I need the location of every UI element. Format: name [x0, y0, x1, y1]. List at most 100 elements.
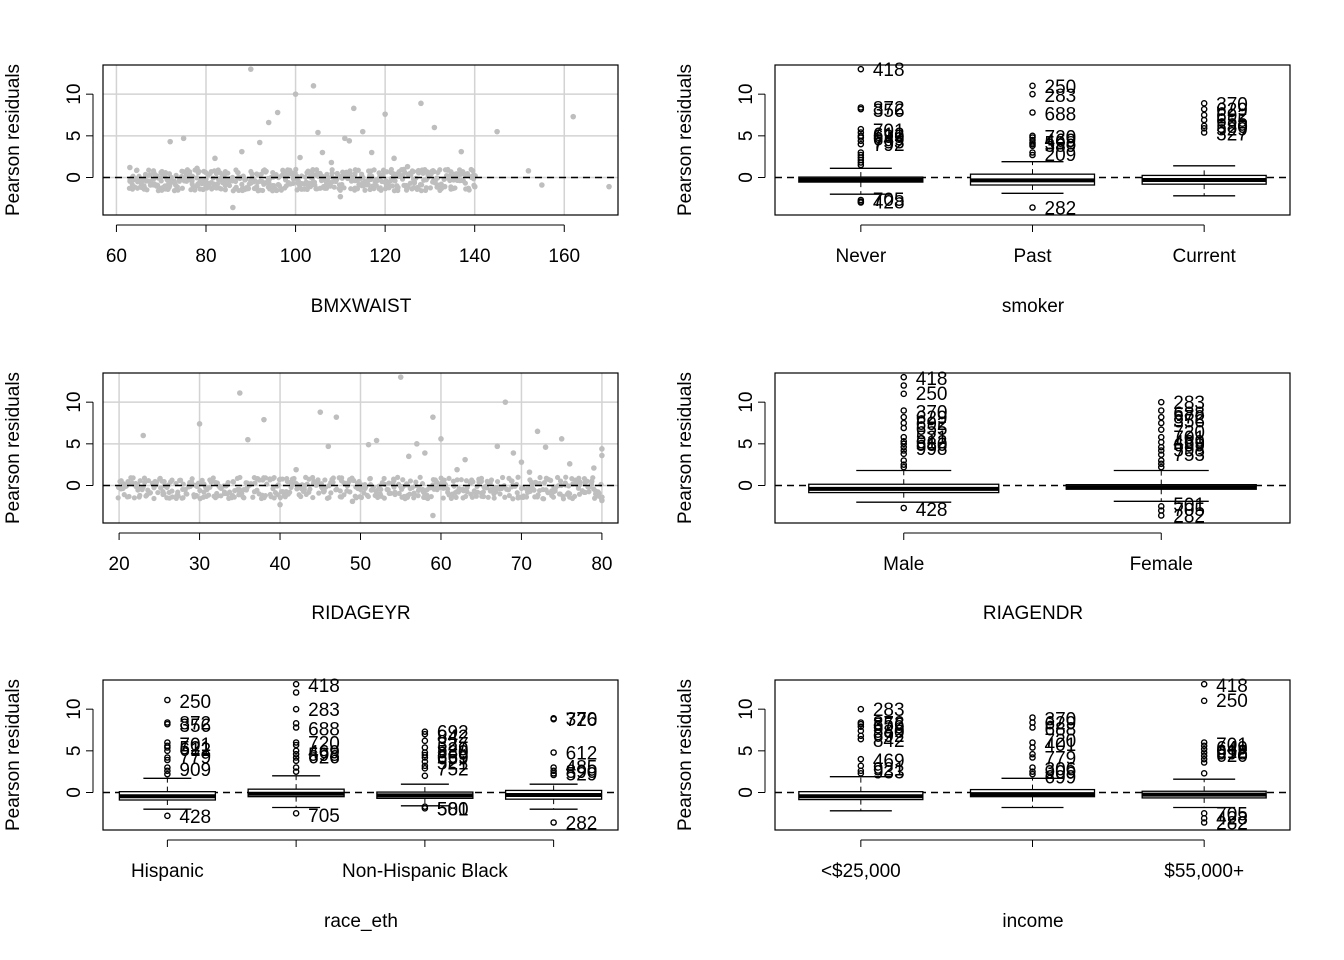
outlier-label: 701 [1173, 428, 1205, 449]
data-point [400, 477, 406, 483]
data-point [180, 495, 186, 501]
data-point [395, 187, 401, 194]
x-tick-label: 120 [369, 246, 401, 267]
outlier-label: 283 [308, 700, 340, 721]
outlier-point [1029, 764, 1036, 771]
outlier-label: 501 [1173, 495, 1205, 516]
data-point [595, 489, 601, 495]
outlier-point [1157, 443, 1165, 451]
data-point [384, 169, 390, 175]
data-point [397, 374, 404, 380]
outlier-label: 356 [1173, 412, 1205, 433]
data-point [531, 487, 537, 493]
data-point [491, 495, 497, 501]
y-axis-label: Pearson residuals [3, 372, 24, 524]
outlier-label: 612 [566, 744, 598, 765]
outlier-point [164, 696, 171, 704]
outlier-point [550, 749, 557, 756]
data-point [494, 443, 501, 450]
data-point [365, 182, 371, 188]
outlier-label: 356 [179, 716, 211, 737]
data-point [327, 183, 333, 189]
outlier-point [1029, 90, 1036, 98]
outlier-label: 692 [916, 414, 948, 435]
data-point [510, 496, 516, 502]
y-tick-label: 5 [64, 746, 85, 757]
data-point [169, 494, 175, 500]
data-point [469, 494, 475, 500]
outlier-label: 872 [1173, 407, 1205, 428]
data-point [442, 481, 448, 488]
outlier-point [292, 680, 300, 688]
data-point [247, 66, 254, 72]
outlier-label: 933 [873, 763, 905, 784]
outlier-point [857, 770, 865, 777]
outlier-label: 250 [916, 384, 948, 405]
data-point [169, 488, 175, 494]
data-point [328, 159, 335, 166]
outlier-point [900, 457, 908, 464]
data-point [289, 476, 296, 482]
outlier-label: 469 [873, 751, 905, 772]
outlier-point [857, 161, 865, 169]
data-point [134, 481, 141, 488]
data-point [325, 443, 332, 450]
outlier-label: 389 [1045, 136, 1077, 157]
data-point [321, 488, 327, 494]
data-point [322, 477, 328, 483]
outlier-label: 872 [873, 714, 905, 735]
data-point [310, 83, 317, 89]
outlier-label: 649 [873, 129, 905, 150]
outlier-label: 529 [1216, 119, 1248, 140]
data-point [465, 185, 472, 191]
data-point [446, 475, 452, 482]
data-point [356, 478, 362, 485]
outlier-point [1029, 754, 1036, 761]
plot-frame [102, 64, 619, 216]
data-point [306, 489, 312, 495]
outlier-label: 485 [566, 758, 598, 779]
outlier-point [900, 390, 908, 398]
data-point [391, 476, 397, 482]
data-point [135, 487, 141, 493]
y-tick-label: 5 [64, 131, 85, 142]
outlier-point [550, 715, 557, 723]
data-point [215, 181, 221, 187]
data-point [262, 475, 269, 481]
data-point [274, 109, 281, 116]
x-tick-label: Hispanic [131, 861, 204, 882]
outlier-label: 998 [916, 439, 948, 460]
data-point [449, 172, 456, 178]
panel-RIDAGEYR: 0 5 10 Pearson residuals 20 30 40 50 60 70 80 RIDAG… [3, 372, 619, 624]
data-point [203, 183, 209, 189]
outlier-label: 428 [179, 807, 211, 828]
data-point [226, 182, 233, 189]
outlier-point [900, 463, 908, 471]
outlier-label: 580 [1216, 117, 1248, 138]
data-point [197, 487, 203, 494]
outlier-label: 327 [437, 734, 469, 755]
data-point [359, 128, 366, 135]
data-point [534, 494, 540, 500]
data-point [326, 494, 332, 501]
x-tick-label: 160 [548, 246, 580, 267]
outlier-label: 699 [873, 127, 905, 148]
outlier-point [900, 433, 908, 441]
outlier-point [857, 723, 865, 730]
data-point [386, 480, 392, 486]
x-tick-label: Female [1130, 554, 1193, 575]
data-point [582, 480, 588, 486]
plot-frame [102, 372, 619, 524]
data-point [606, 183, 612, 190]
outlier-point [1157, 419, 1165, 427]
outlier-label: 612 [873, 125, 905, 146]
data-point [470, 168, 476, 174]
outlier-point [421, 805, 429, 812]
x-tick-label: $55,000+ [1164, 861, 1244, 882]
data-point [441, 477, 447, 483]
data-point [506, 492, 512, 499]
